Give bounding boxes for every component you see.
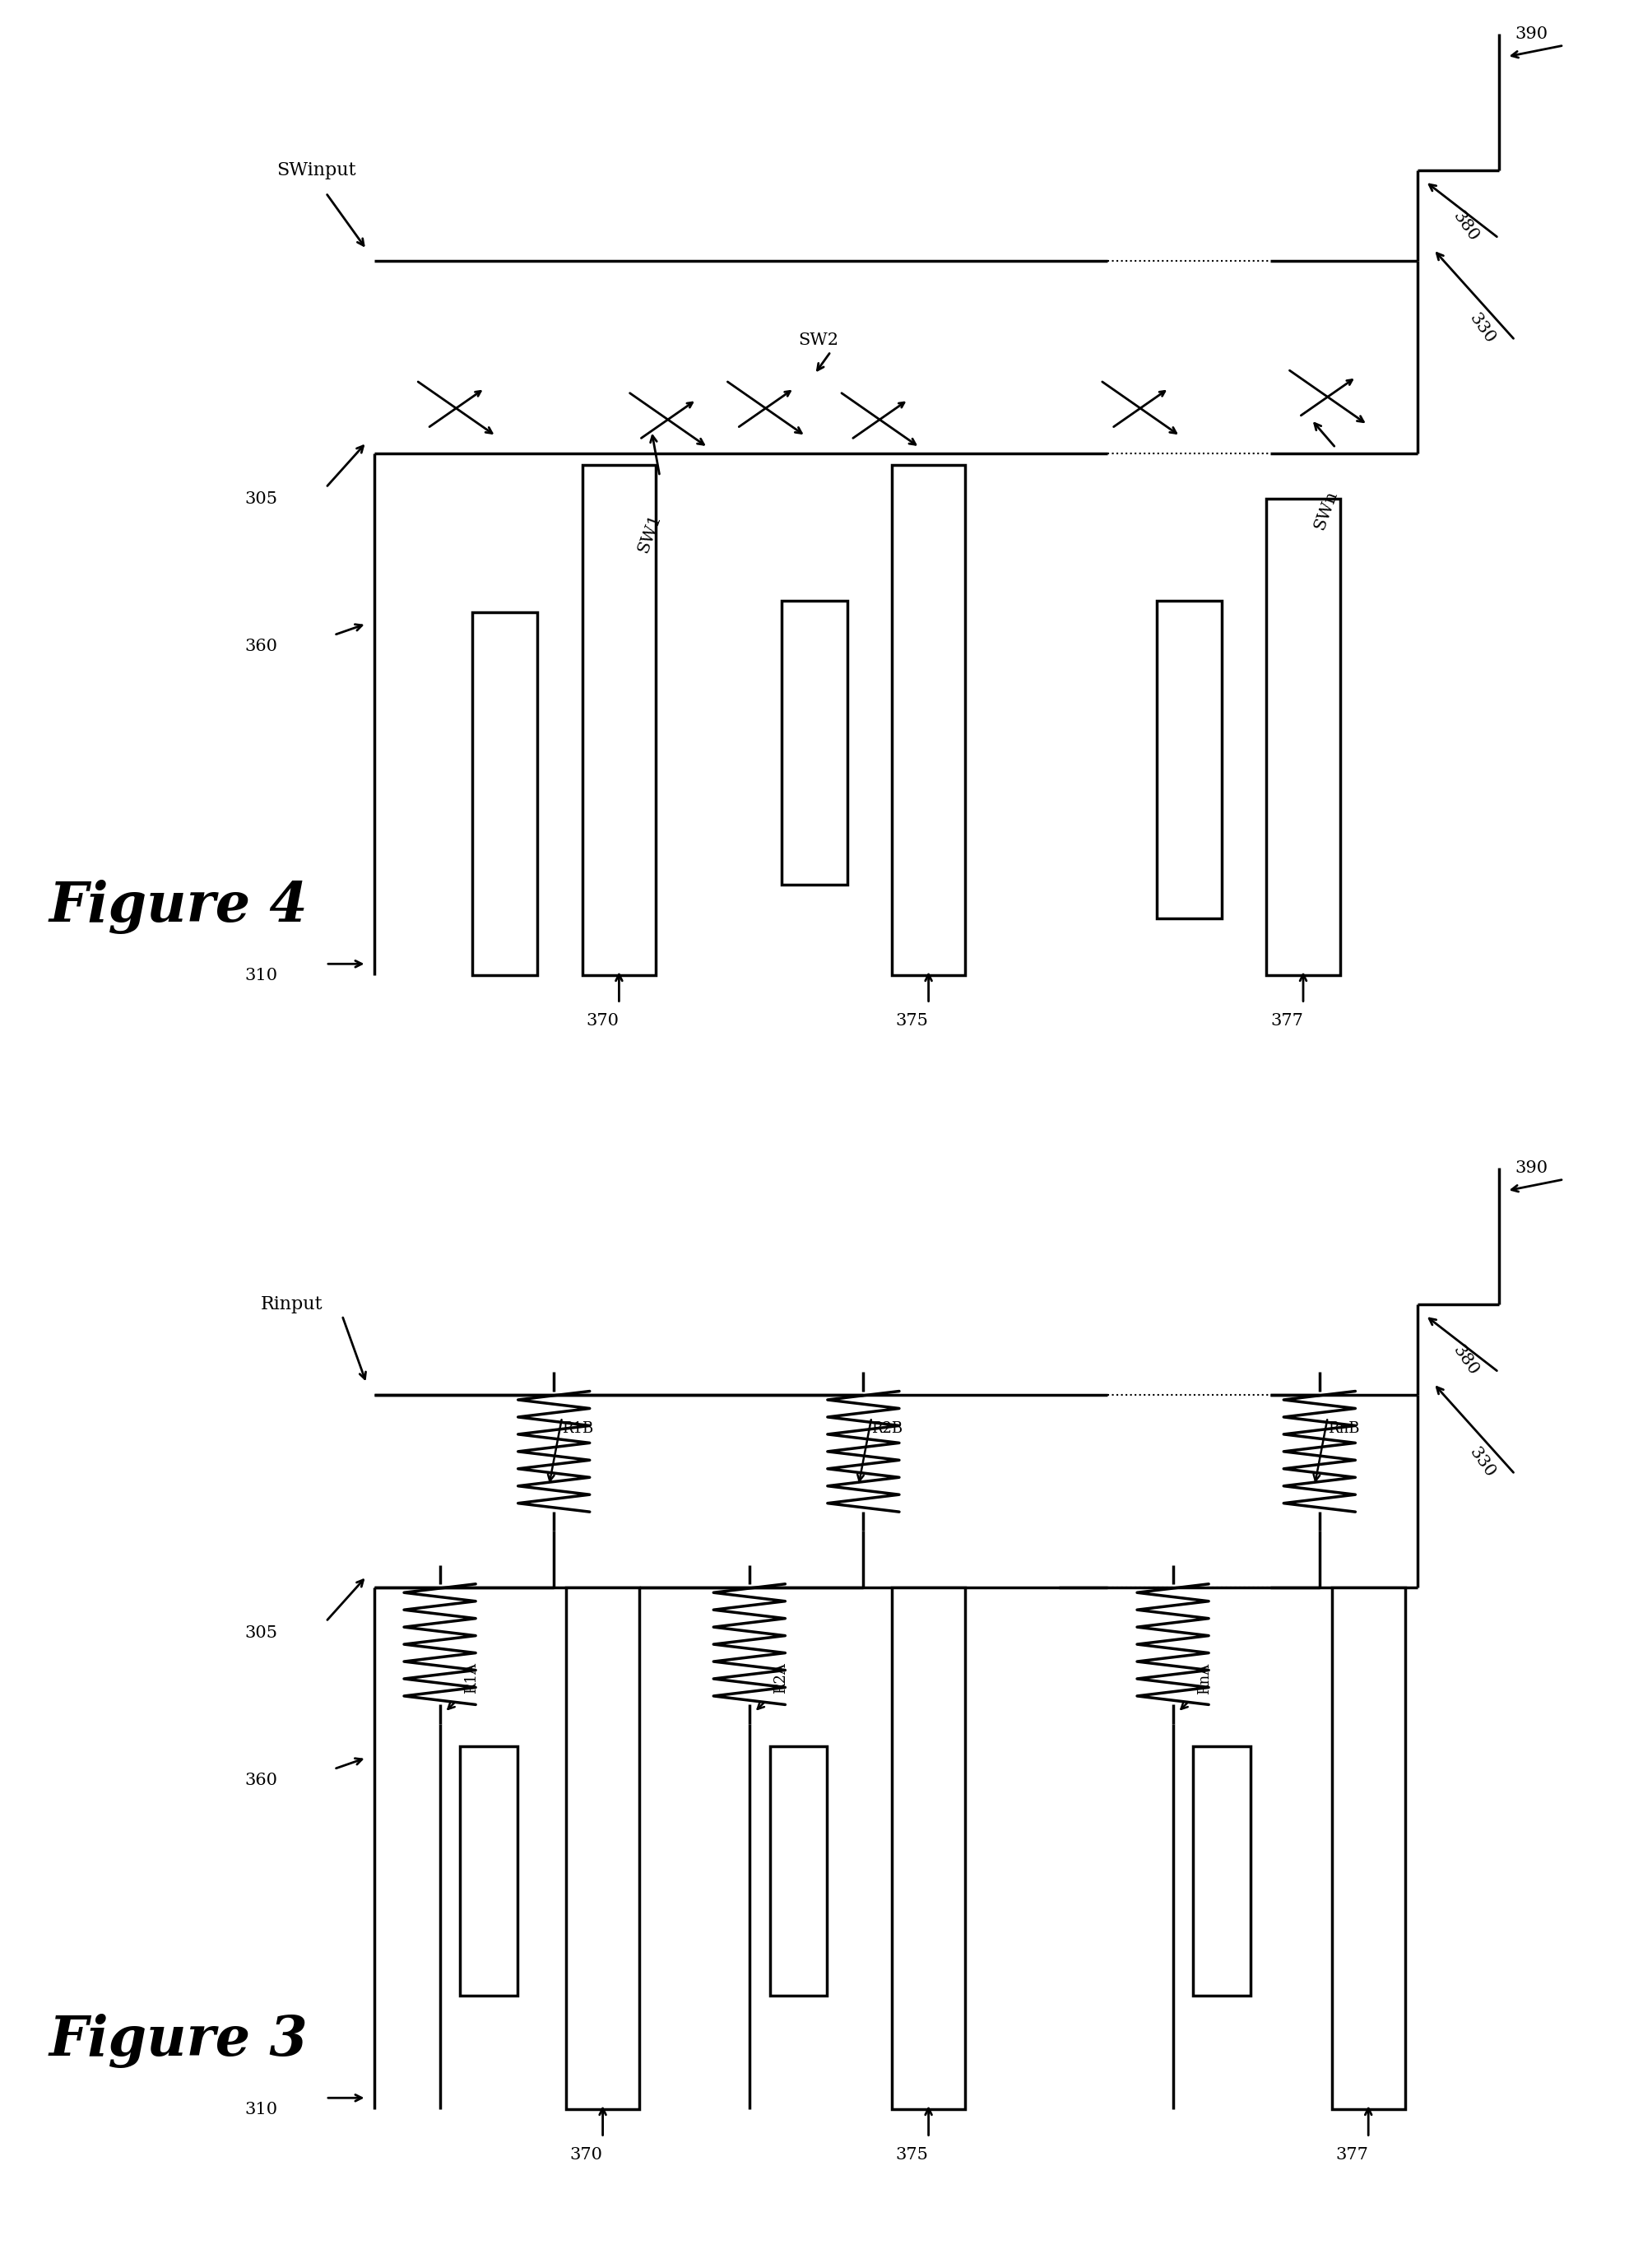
Bar <box>1157 601 1222 919</box>
Text: 380: 380 <box>1450 1343 1481 1379</box>
Text: 390: 390 <box>1515 1161 1548 1175</box>
Text: 305: 305 <box>244 1626 277 1640</box>
Text: R1A: R1A <box>464 1662 479 1694</box>
Bar <box>771 1746 828 1996</box>
Bar <box>583 465 655 975</box>
Text: 377: 377 <box>1336 2148 1368 2161</box>
Text: 375: 375 <box>896 2148 929 2161</box>
Text: RnA: RnA <box>1197 1662 1212 1694</box>
Text: 360: 360 <box>244 1774 277 1787</box>
Bar <box>461 1746 518 1996</box>
Bar <box>567 1588 640 2109</box>
Bar <box>472 612 538 975</box>
Text: Figure 4: Figure 4 <box>49 880 308 934</box>
Text: 310: 310 <box>244 2102 277 2116</box>
Text: 305: 305 <box>244 492 277 506</box>
Text: SWn: SWn <box>1311 488 1341 533</box>
Bar <box>1333 1588 1404 2109</box>
Text: RnB: RnB <box>1328 1422 1359 1436</box>
Bar <box>893 465 964 975</box>
Text: R1B: R1B <box>562 1422 593 1436</box>
Text: 360: 360 <box>244 640 277 653</box>
Bar <box>1267 499 1339 975</box>
Text: 370: 370 <box>570 2148 603 2161</box>
Text: 330: 330 <box>1466 1445 1497 1481</box>
Bar <box>782 601 847 885</box>
Text: R2A: R2A <box>774 1662 788 1694</box>
Bar <box>893 1588 964 2109</box>
Text: 375: 375 <box>896 1014 929 1027</box>
Bar <box>1192 1746 1251 1996</box>
Text: SW1: SW1 <box>635 510 665 556</box>
Text: R2B: R2B <box>872 1422 902 1436</box>
Text: 310: 310 <box>244 968 277 982</box>
Text: SWinput: SWinput <box>277 161 357 179</box>
Text: 380: 380 <box>1450 209 1481 245</box>
Text: 370: 370 <box>586 1014 619 1027</box>
Text: Figure 3: Figure 3 <box>49 2014 308 2068</box>
Text: 330: 330 <box>1466 311 1497 347</box>
Text: 390: 390 <box>1515 27 1548 41</box>
Text: Rinput: Rinput <box>261 1295 323 1313</box>
Text: 377: 377 <box>1271 1014 1303 1027</box>
Text: SW2: SW2 <box>798 333 839 347</box>
